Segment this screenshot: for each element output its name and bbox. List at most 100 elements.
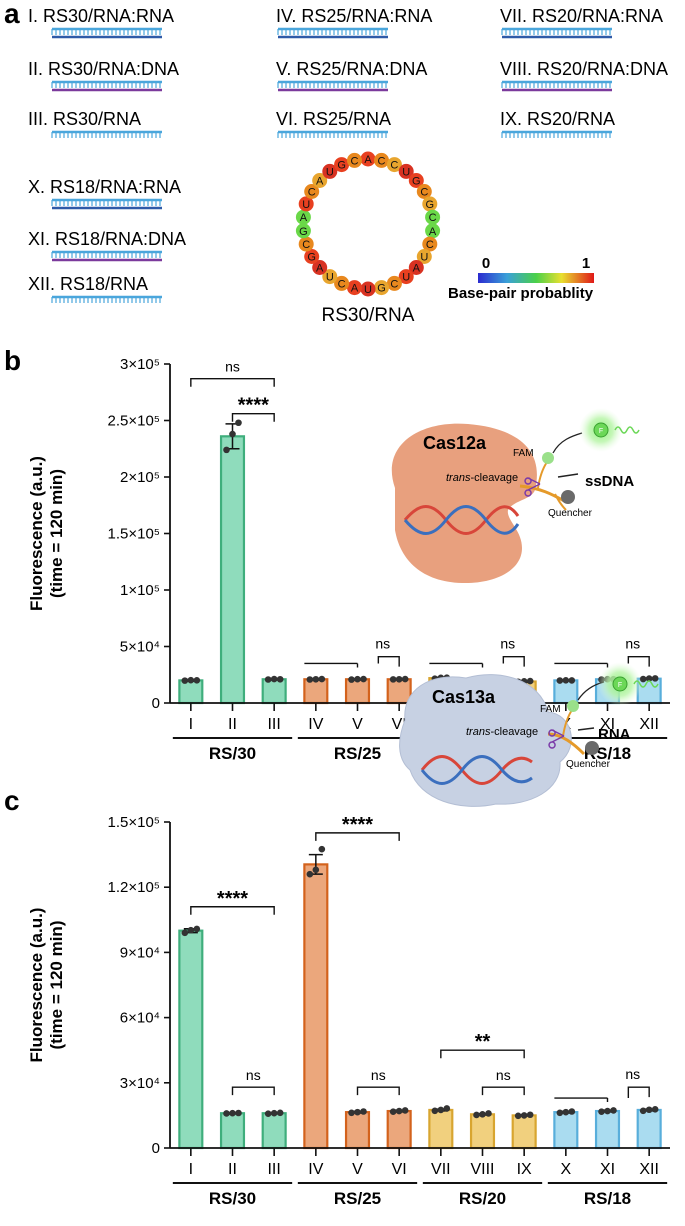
data-point-IX [526, 677, 534, 685]
group-label-RS/25: RS/25 [334, 1189, 381, 1208]
strand-bases [277, 29, 387, 35]
construct-label-2: II. RS30/RNA:DNA [28, 59, 179, 79]
cas13a-quencher-label: Quencher [566, 759, 611, 770]
construct-label-12: XII. RS18/RNA [28, 274, 148, 294]
bar-I [178, 679, 204, 705]
nucleotide-label: C [338, 278, 346, 290]
nucleotide-16 [360, 281, 376, 297]
bar-V [344, 678, 371, 705]
data-point-II [223, 1110, 230, 1117]
y-tick-label: 2×10⁵ [120, 469, 160, 486]
cas12a-cleavage-rest: -cleavage [470, 472, 518, 484]
construct-strand-12 [51, 295, 162, 303]
data-point-VI [401, 1107, 409, 1114]
construct-strand-3 [51, 130, 162, 138]
cas12a-enzyme-label: Cas12a [423, 433, 487, 453]
significance-group-bracket [554, 655, 650, 668]
panel-label-a: a [4, 0, 20, 29]
nucleotide-label: A [316, 263, 324, 275]
y-axis-label-line1: Fluorescence (a.u.) [27, 908, 46, 1063]
significance-bracket [481, 1086, 525, 1096]
construct-label-7: VII. RS20/RNA:RNA [500, 6, 663, 26]
nucleotide-label: C [302, 239, 310, 251]
data-point-XII [651, 1106, 659, 1113]
construct-strand-7 [501, 27, 612, 39]
nucleotide-29 [334, 157, 350, 173]
structure-name: RS30/RNA [322, 305, 415, 326]
nucleotide-4 [398, 163, 414, 179]
data-point-IX [526, 1111, 534, 1119]
nucleotide-13 [398, 269, 414, 285]
chart-c: 0 3×10⁴ 6×10⁴ 9×10⁴ 1.2×10⁵ 1.5×10⁵ Fluorescen… [27, 814, 670, 1208]
cas12a-protein-shape [391, 423, 537, 584]
cas12a-cleavage-italic: trans [446, 472, 471, 484]
group-label-RS/30: RS/30 [209, 744, 256, 763]
data-point-I [187, 926, 195, 934]
cas12a-fam-label: FAM [513, 448, 534, 459]
nucleotide-label: A [316, 176, 324, 188]
nucleotide-8 [425, 209, 441, 225]
significance-group-bracket [429, 655, 525, 668]
x-tick-label: XII [639, 1161, 659, 1178]
strand-bases [501, 82, 611, 88]
construct-list: I. RS30/RNA:RNA II. RS30/RNA:DNA III. RS30… [28, 6, 668, 303]
nucleotide-label: C [420, 187, 428, 199]
data-point-V [360, 675, 367, 683]
nucleotide-20 [312, 260, 328, 275]
nucleotide-5 [408, 173, 424, 188]
data-point-X [568, 677, 576, 684]
significance-bracket [356, 1086, 400, 1096]
construct-label-10: X. RS18/RNA:RNA [28, 177, 181, 197]
cas13a-dna-helix [420, 755, 533, 785]
bar-IV [303, 678, 329, 705]
cas13a-emission-wave [633, 680, 659, 688]
x-tick-label: IX [517, 1161, 532, 1178]
data-point-I [193, 925, 201, 933]
data-point-VII [437, 1106, 445, 1114]
bar-I [178, 929, 204, 1150]
nucleotide-label: C [390, 160, 398, 172]
cas13a-scissors-icon [548, 729, 565, 749]
y-tick-label: 1.5×10⁵ [107, 814, 160, 831]
nucleotide-label: U [302, 199, 310, 211]
data-point-I [187, 676, 195, 684]
y-tick-label: 3×10⁴ [120, 1075, 160, 1092]
strand-bases [51, 29, 161, 35]
x-tick-label: VII [431, 1161, 451, 1178]
colorbar-max-label: 1 [582, 255, 590, 272]
cas13a-reporter-strand [547, 732, 586, 756]
colorbar: 0 1 Base-pair probablity [448, 255, 594, 302]
data-point-II [229, 1109, 236, 1117]
data-point-IV [312, 866, 320, 874]
significance-label: ns [371, 1067, 386, 1083]
cas12a-arrow-to-ssdna [557, 473, 579, 478]
y-tick-label: 0 [152, 695, 160, 712]
significance-bracket [190, 377, 275, 387]
construct-strand-6 [277, 130, 388, 138]
cas12a-dna-helix [403, 505, 520, 535]
nucleotide-label: A [300, 212, 308, 224]
nucleotide-1 [360, 151, 376, 167]
data-point-VII [443, 1105, 451, 1112]
strand-bases [51, 297, 161, 303]
bar-X [553, 679, 579, 705]
data-point-XI [598, 1108, 605, 1116]
construct-label-9: IX. RS20/RNA [500, 109, 615, 129]
nucleotide-21 [304, 249, 320, 264]
data-point-III [264, 1110, 272, 1117]
nucleotide-6 [416, 184, 432, 199]
cas12a-scissors-icon [524, 477, 541, 497]
bar-IX [511, 1114, 537, 1150]
data-point-X [556, 1109, 564, 1117]
nucleotide-label: A [364, 154, 372, 166]
bar-II [219, 1112, 246, 1150]
bar-VII [428, 1108, 454, 1150]
y-tick-label: 6×10⁴ [120, 1010, 160, 1027]
x-tick-label: V [352, 1161, 363, 1178]
data-point-X [568, 1108, 576, 1115]
panel-label-b: b [4, 345, 21, 376]
data-point-X [562, 676, 570, 684]
construct-strand-2 [51, 80, 162, 92]
strand-bases [501, 132, 611, 138]
